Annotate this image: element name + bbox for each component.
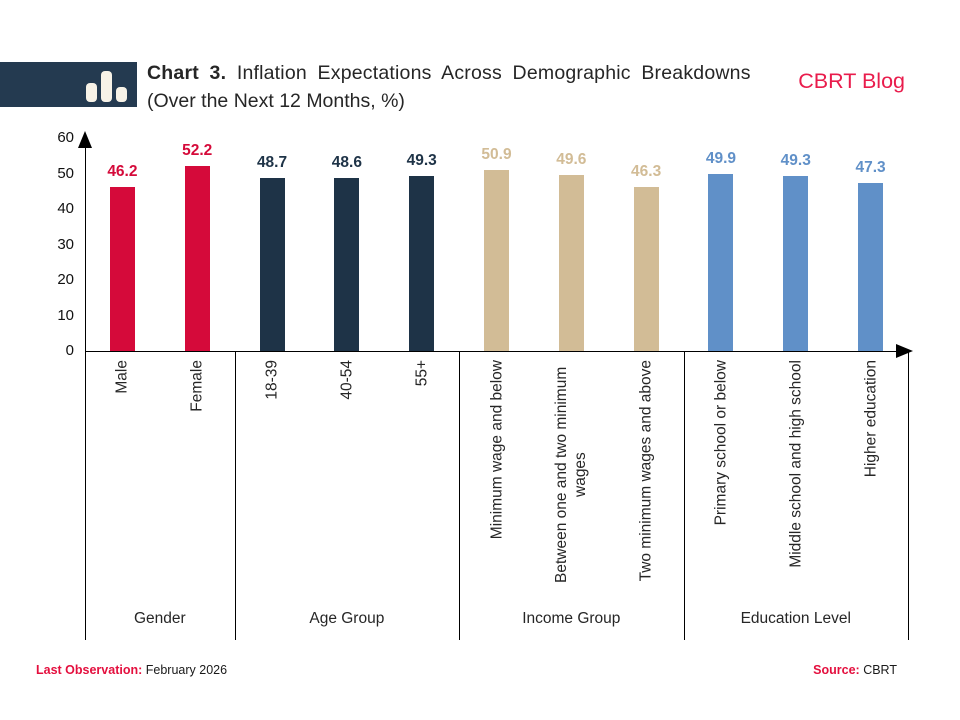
x-axis-line xyxy=(85,351,898,352)
category-label-female: Female xyxy=(188,360,206,412)
group-label-income-group: Income Group xyxy=(522,610,621,627)
y-tick-label-30: 30 xyxy=(57,235,74,253)
value-label-18-39: 48.7 xyxy=(256,154,288,172)
y-axis-line xyxy=(85,148,86,640)
last-observation-value: February 2026 xyxy=(145,663,228,677)
y-tick-label-20: 20 xyxy=(57,271,74,288)
chart-title-text: Inflation Expectations Across Demographi… xyxy=(236,62,751,84)
y-tick-label-0: 0 xyxy=(65,342,74,359)
group-separator xyxy=(235,351,236,640)
group-separator xyxy=(684,351,685,640)
bar-18-39 xyxy=(259,178,285,351)
last-observation: Last Observation: February 2026 xyxy=(36,663,227,677)
y-tick-label-10: 10 xyxy=(57,306,74,324)
bar-primary-school-or-below xyxy=(708,173,734,351)
category-label-male: Male xyxy=(113,360,131,394)
category-label-18-39: 18-39 xyxy=(263,360,281,400)
value-label-minimum-wage-and-below: 50.9 xyxy=(481,146,512,164)
value-label-two-minimum-wages-and-above: 46.3 xyxy=(631,162,662,180)
category-label-between-one-and-two-minimum-wages: Between one and two minimum wages xyxy=(553,366,590,584)
value-label-female: 52.2 xyxy=(182,141,213,159)
category-label-higher-education: Higher education xyxy=(862,360,880,478)
value-label-55: 49.3 xyxy=(406,151,437,169)
bar-two-minimum-wages-and-above xyxy=(633,186,659,351)
source: Source: CBRT xyxy=(813,663,897,677)
category-label-primary-school-or-below: Primary school or below xyxy=(712,360,730,526)
value-label-higher-education: 47.3 xyxy=(855,159,886,177)
y-axis-arrow-icon xyxy=(78,131,92,148)
bar-between-one-and-two-minimum-wages xyxy=(558,174,584,351)
bar-male xyxy=(109,186,135,351)
value-label-male: 46.2 xyxy=(107,162,138,180)
value-label-middle-school-and-high-school: 49.3 xyxy=(780,151,811,169)
chart-title: Chart 3. Inflation Expectations Across D… xyxy=(147,59,751,87)
chart-number: Chart 3. xyxy=(147,62,227,84)
value-label-40-54: 48.6 xyxy=(331,154,362,172)
last-observation-label: Last Observation: xyxy=(36,663,143,677)
group-label-age-group: Age Group xyxy=(309,610,385,627)
group-separator xyxy=(459,351,460,640)
chart-subtitle: (Over the Next 12 Months, %) xyxy=(147,90,405,112)
category-label-55: 55+ xyxy=(413,360,431,387)
bar-female xyxy=(184,165,210,351)
chart-title-block: Chart 3. Inflation Expectations Across D… xyxy=(147,59,751,115)
category-label-middle-school-and-high-school: Middle school and high school xyxy=(787,360,805,568)
source-value: CBRT xyxy=(863,663,897,677)
category-label-minimum-wage-and-below: Minimum wage and below xyxy=(488,360,505,540)
bar-40-54 xyxy=(334,178,360,351)
brand-label: CBRT Blog xyxy=(798,69,905,93)
bar-minimum-wage-and-below xyxy=(484,170,509,351)
value-label-between-one-and-two-minimum-wages: 49.6 xyxy=(556,150,587,168)
y-tick-label-50: 50 xyxy=(57,164,74,182)
y-tick-label-60: 60 xyxy=(57,129,74,146)
group-label-education-level: Education Level xyxy=(740,610,851,627)
bar-middle-school-and-high-school xyxy=(783,175,809,351)
source-label: Source: xyxy=(813,663,860,677)
x-axis-arrow-icon xyxy=(896,344,913,358)
group-separator xyxy=(908,351,909,640)
value-label-primary-school-or-below: 49.9 xyxy=(705,149,737,167)
category-label-40-54: 40-54 xyxy=(338,360,356,400)
category-label-two-minimum-wages-and-above: Two minimum wages and above xyxy=(637,360,655,582)
bar-55 xyxy=(409,175,435,351)
cbrt-logo xyxy=(0,62,137,107)
bar-higher-education xyxy=(858,183,884,351)
group-label-gender: Gender xyxy=(133,610,186,627)
y-tick-label-40: 40 xyxy=(57,200,74,217)
